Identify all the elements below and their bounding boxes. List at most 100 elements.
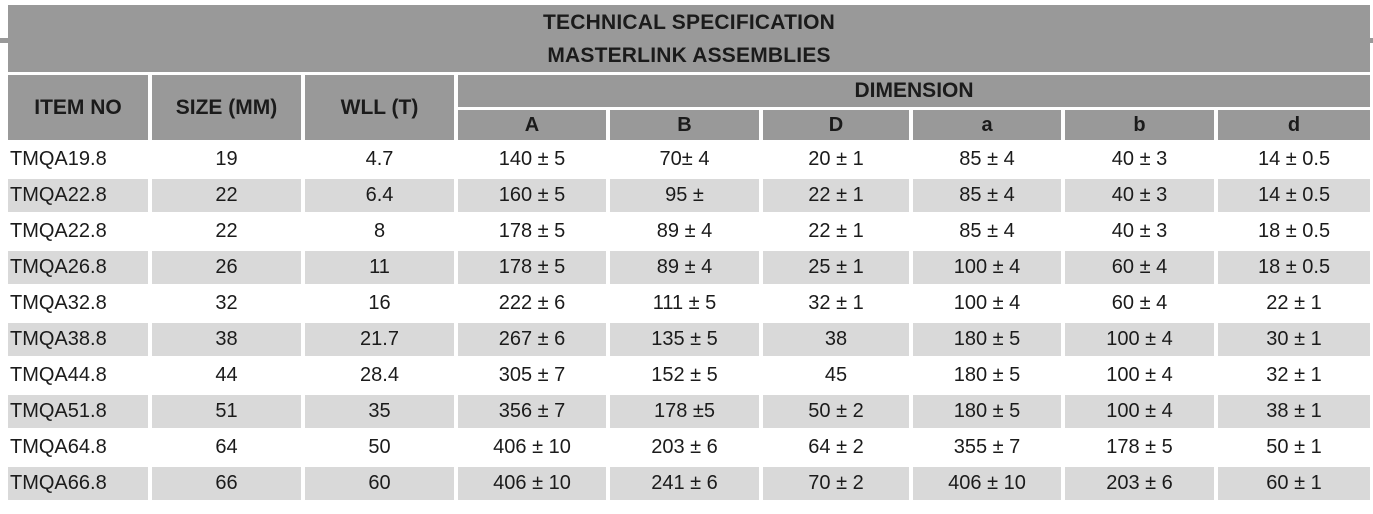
value-cell: 44 bbox=[152, 356, 305, 392]
title-line-1: TECHNICAL SPECIFICATION bbox=[543, 10, 836, 34]
value-cell: 100 ± 4 bbox=[1065, 356, 1218, 392]
value-cell: 95 ± bbox=[610, 176, 763, 212]
value-cell: 140 ± 5 bbox=[458, 140, 610, 176]
value-cell: 45 bbox=[763, 356, 913, 392]
col-header-dim-A: A bbox=[458, 110, 610, 140]
value-cell: 267 ± 6 bbox=[458, 320, 610, 356]
item-no-cell: TMQA19.8 bbox=[8, 140, 152, 176]
col-header-dim-d: d bbox=[1218, 110, 1371, 140]
value-cell: 40 ± 3 bbox=[1065, 176, 1218, 212]
table-row: TMQA26.8 26 11 178 ± 5 89 ± 4 25 ± 1 100 ± 4 60… bbox=[8, 248, 1371, 284]
item-no-cell: TMQA22.8 bbox=[8, 212, 152, 248]
value-cell: 406 ± 10 bbox=[458, 464, 610, 500]
value-cell: 30 ± 1 bbox=[1218, 320, 1371, 356]
item-no-cell: TMQA64.8 bbox=[8, 428, 152, 464]
value-cell: 60 ± 1 bbox=[1218, 464, 1371, 500]
value-cell: 14 ± 0.5 bbox=[1218, 176, 1371, 212]
value-cell: 22 ± 1 bbox=[1218, 284, 1371, 320]
value-cell: 64 bbox=[152, 428, 305, 464]
value-cell: 305 ± 7 bbox=[458, 356, 610, 392]
value-cell: 60 ± 4 bbox=[1065, 248, 1218, 284]
value-cell: 19 bbox=[152, 140, 305, 176]
value-cell: 406 ± 10 bbox=[458, 428, 610, 464]
table-row: TMQA66.8 66 60 406 ± 10 241 ± 6 70 ± 2 406 ± 1… bbox=[8, 464, 1371, 500]
value-cell: 180 ± 5 bbox=[913, 392, 1065, 428]
col-header-dim-a: a bbox=[913, 110, 1065, 140]
value-cell: 22 ± 1 bbox=[763, 176, 913, 212]
value-cell: 406 ± 10 bbox=[913, 464, 1065, 500]
value-cell: 22 bbox=[152, 212, 305, 248]
value-cell: 89 ± 4 bbox=[610, 212, 763, 248]
table-body: TMQA19.8 19 4.7 140 ± 5 70± 4 20 ± 1 85 ± 4 40 … bbox=[8, 140, 1371, 500]
page-edge-mark-left bbox=[0, 38, 8, 43]
value-cell: 21.7 bbox=[305, 320, 458, 356]
value-cell: 135 ± 5 bbox=[610, 320, 763, 356]
value-cell: 18 ± 0.5 bbox=[1218, 212, 1371, 248]
value-cell: 32 ± 1 bbox=[1218, 356, 1371, 392]
value-cell: 241 ± 6 bbox=[610, 464, 763, 500]
table-row: TMQA22.8 22 8 178 ± 5 89 ± 4 22 ± 1 85 ± 4 40 ±… bbox=[8, 212, 1371, 248]
value-cell: 32 ± 1 bbox=[763, 284, 913, 320]
value-cell: 152 ± 5 bbox=[610, 356, 763, 392]
col-header-dim-D: D bbox=[763, 110, 913, 140]
value-cell: 355 ± 7 bbox=[913, 428, 1065, 464]
value-cell: 51 bbox=[152, 392, 305, 428]
value-cell: 203 ± 6 bbox=[1065, 464, 1218, 500]
item-no-cell: TMQA26.8 bbox=[8, 248, 152, 284]
value-cell: 26 bbox=[152, 248, 305, 284]
value-cell: 64 ± 2 bbox=[763, 428, 913, 464]
item-no-cell: TMQA44.8 bbox=[8, 356, 152, 392]
value-cell: 222 ± 6 bbox=[458, 284, 610, 320]
value-cell: 16 bbox=[305, 284, 458, 320]
value-cell: 89 ± 4 bbox=[610, 248, 763, 284]
col-header-dimension: DIMENSION bbox=[458, 75, 1371, 110]
table-row: TMQA38.8 38 21.7 267 ± 6 135 ± 5 38 180 ± 5 100… bbox=[8, 320, 1371, 356]
value-cell: 85 ± 4 bbox=[913, 140, 1065, 176]
title-line-2: MASTERLINK ASSEMBLIES bbox=[547, 43, 831, 67]
item-no-cell: TMQA32.8 bbox=[8, 284, 152, 320]
value-cell: 180 ± 5 bbox=[913, 320, 1065, 356]
page-edge-mark-right bbox=[1368, 38, 1373, 43]
value-cell: 35 bbox=[305, 392, 458, 428]
value-cell: 100 ± 4 bbox=[913, 248, 1065, 284]
value-cell: 38 ± 1 bbox=[1218, 392, 1371, 428]
value-cell: 60 ± 4 bbox=[1065, 284, 1218, 320]
value-cell: 25 ± 1 bbox=[763, 248, 913, 284]
table-row: TMQA44.8 44 28.4 305 ± 7 152 ± 5 45 180 ± 5 100… bbox=[8, 356, 1371, 392]
value-cell: 70± 4 bbox=[610, 140, 763, 176]
value-cell: 178 ±5 bbox=[610, 392, 763, 428]
value-cell: 70 ± 2 bbox=[763, 464, 913, 500]
value-cell: 85 ± 4 bbox=[913, 212, 1065, 248]
col-header-dim-B: B bbox=[610, 110, 763, 140]
table-title: TECHNICAL SPECIFICATION MASTERLINK ASSEM… bbox=[8, 5, 1371, 75]
col-header-item-no: ITEM NO bbox=[8, 75, 152, 140]
value-cell: 32 bbox=[152, 284, 305, 320]
value-cell: 50 ± 1 bbox=[1218, 428, 1371, 464]
value-cell: 111 ± 5 bbox=[610, 284, 763, 320]
item-no-cell: TMQA51.8 bbox=[8, 392, 152, 428]
header-row-main: ITEM NO SIZE (MM) WLL (T) DIMENSION bbox=[8, 75, 1371, 140]
value-cell: 180 ± 5 bbox=[913, 356, 1065, 392]
col-header-dim-b: b bbox=[1065, 110, 1218, 140]
value-cell: 66 bbox=[152, 464, 305, 500]
item-no-cell: TMQA66.8 bbox=[8, 464, 152, 500]
table-row: TMQA64.8 64 50 406 ± 10 203 ± 6 64 ± 2 355 ± 7… bbox=[8, 428, 1371, 464]
masterlink-spec-table: TECHNICAL SPECIFICATION MASTERLINK ASSEM… bbox=[8, 5, 1371, 500]
value-cell: 50 bbox=[305, 428, 458, 464]
value-cell: 6.4 bbox=[305, 176, 458, 212]
value-cell: 178 ± 5 bbox=[458, 212, 610, 248]
value-cell: 22 bbox=[152, 176, 305, 212]
value-cell: 50 ± 2 bbox=[763, 392, 913, 428]
value-cell: 160 ± 5 bbox=[458, 176, 610, 212]
value-cell: 178 ± 5 bbox=[458, 248, 610, 284]
item-no-cell: TMQA38.8 bbox=[8, 320, 152, 356]
value-cell: 22 ± 1 bbox=[763, 212, 913, 248]
value-cell: 38 bbox=[763, 320, 913, 356]
value-cell: 28.4 bbox=[305, 356, 458, 392]
value-cell: 20 ± 1 bbox=[763, 140, 913, 176]
value-cell: 100 ± 4 bbox=[1065, 392, 1218, 428]
value-cell: 178 ± 5 bbox=[1065, 428, 1218, 464]
value-cell: 11 bbox=[305, 248, 458, 284]
value-cell: 100 ± 4 bbox=[1065, 320, 1218, 356]
